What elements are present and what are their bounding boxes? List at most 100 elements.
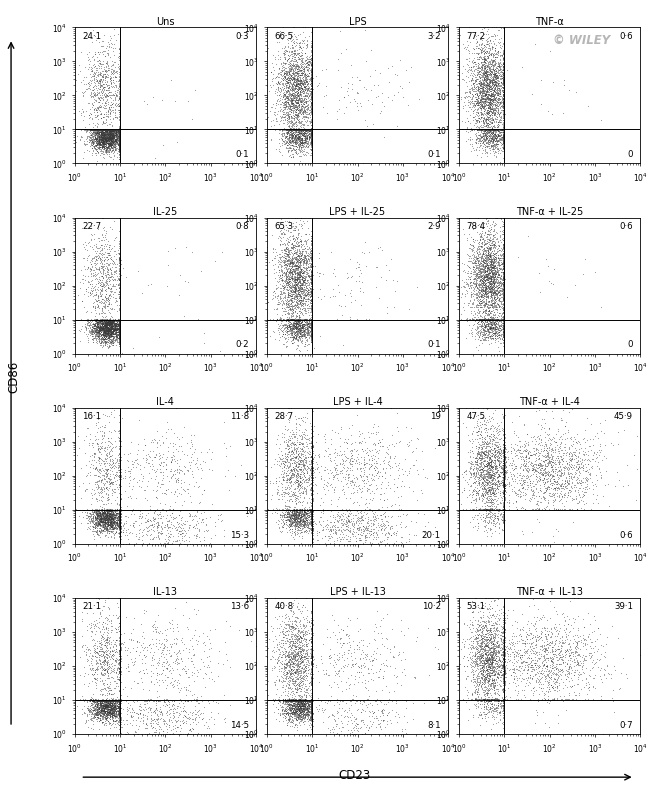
Point xyxy=(292,94,302,107)
Point xyxy=(104,257,114,269)
Point xyxy=(98,69,108,82)
Point xyxy=(296,108,306,120)
Point xyxy=(296,96,306,108)
Point xyxy=(495,86,506,98)
Point xyxy=(482,508,493,520)
Point xyxy=(103,142,114,155)
Point xyxy=(306,700,317,713)
Point xyxy=(482,654,493,666)
Point xyxy=(471,292,481,305)
Point xyxy=(90,481,101,494)
Point xyxy=(84,325,95,338)
Point xyxy=(306,703,317,716)
Point xyxy=(290,438,300,451)
Point xyxy=(333,538,344,550)
Point xyxy=(90,283,100,295)
Point xyxy=(296,135,306,148)
Point xyxy=(301,106,311,119)
Point xyxy=(300,416,310,429)
Point xyxy=(282,695,293,707)
Point xyxy=(468,85,478,97)
Point xyxy=(103,140,114,152)
Point xyxy=(99,152,110,165)
Point xyxy=(543,468,553,480)
Point xyxy=(79,252,89,265)
Point xyxy=(463,260,473,272)
Point xyxy=(205,710,216,723)
Point xyxy=(114,124,124,137)
Point xyxy=(306,710,317,722)
Point xyxy=(103,124,114,137)
Point xyxy=(292,684,302,696)
Point xyxy=(490,251,501,264)
Point xyxy=(494,425,504,438)
Point xyxy=(480,476,490,488)
Point xyxy=(301,700,311,713)
Point xyxy=(306,119,317,131)
Point xyxy=(370,464,380,476)
Point xyxy=(139,484,150,496)
Point xyxy=(298,21,309,34)
Point xyxy=(293,508,304,520)
Point xyxy=(109,28,120,41)
Point xyxy=(95,265,105,278)
Point xyxy=(486,126,496,138)
Point xyxy=(102,468,112,480)
Point xyxy=(91,139,101,152)
Point xyxy=(289,114,300,126)
Point xyxy=(287,511,297,524)
Point xyxy=(303,326,313,338)
Point xyxy=(306,229,317,242)
Point xyxy=(577,476,588,488)
Point xyxy=(487,312,497,325)
Point xyxy=(488,87,498,100)
Point xyxy=(105,30,115,42)
Point xyxy=(112,127,123,140)
Point xyxy=(100,515,110,528)
Point xyxy=(270,77,281,89)
Point xyxy=(169,699,179,712)
Point xyxy=(104,132,114,144)
Point xyxy=(194,538,204,550)
Point xyxy=(290,134,300,147)
Point xyxy=(504,489,514,502)
Point xyxy=(480,60,491,73)
Point xyxy=(478,445,489,458)
Point xyxy=(110,274,120,287)
Point xyxy=(283,323,293,335)
Point xyxy=(93,137,103,149)
Point xyxy=(354,275,364,287)
Point xyxy=(107,511,117,524)
Point xyxy=(94,87,104,100)
Point xyxy=(101,97,111,109)
Point xyxy=(303,284,313,297)
Point xyxy=(298,634,309,647)
Point xyxy=(557,654,567,666)
Point xyxy=(105,509,115,522)
Point xyxy=(498,312,508,325)
Point xyxy=(466,244,476,257)
Point xyxy=(344,535,354,547)
Point xyxy=(77,221,87,234)
Point xyxy=(291,509,301,521)
Point xyxy=(489,677,500,689)
Point xyxy=(292,78,303,90)
Point xyxy=(107,699,118,712)
Point xyxy=(108,125,118,137)
Point xyxy=(118,637,128,650)
Point xyxy=(92,323,103,335)
Point xyxy=(308,455,318,467)
Point xyxy=(306,524,317,536)
Point xyxy=(288,309,298,322)
Point xyxy=(101,698,111,710)
Point xyxy=(521,450,531,462)
Point xyxy=(332,464,342,476)
Point xyxy=(474,124,484,137)
Point xyxy=(101,620,111,633)
Point xyxy=(99,699,110,711)
Point xyxy=(393,708,404,721)
Point xyxy=(306,614,317,626)
Point xyxy=(536,464,546,476)
Point xyxy=(286,96,296,108)
Point xyxy=(109,323,119,336)
